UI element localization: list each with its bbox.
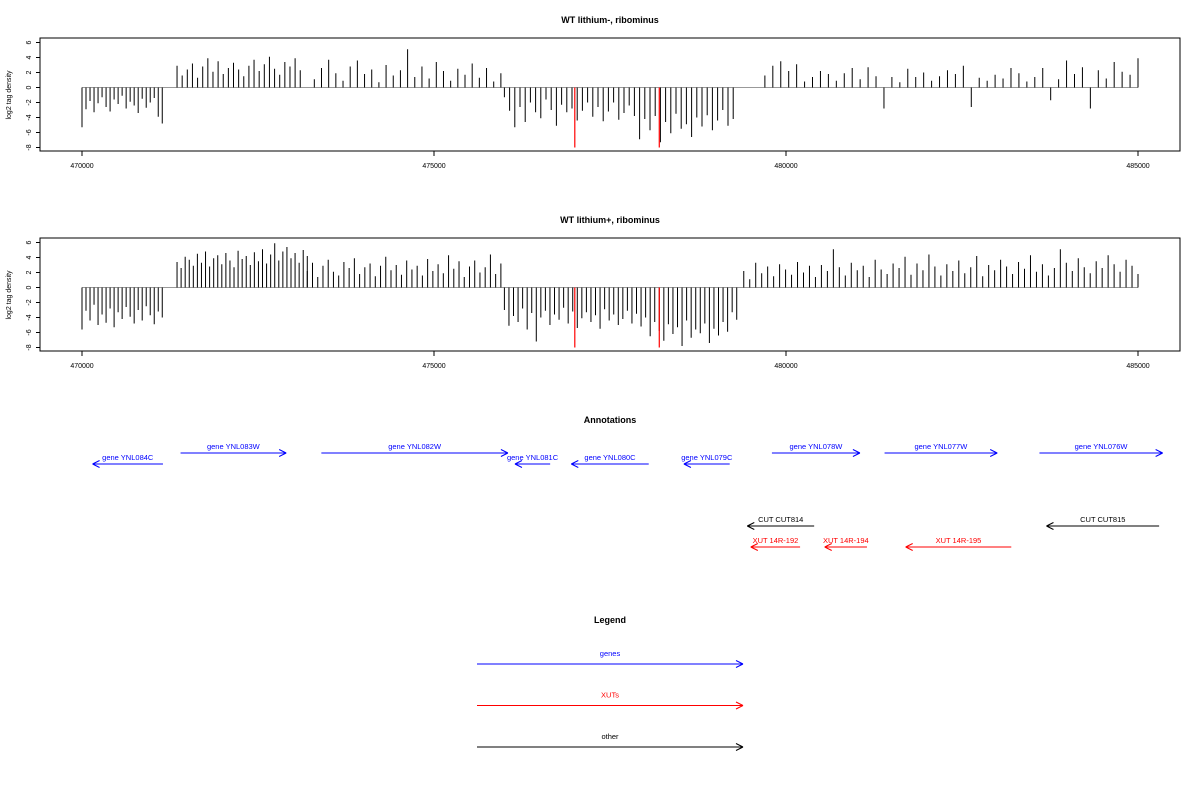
gene-label: gene YNL083W — [207, 442, 261, 451]
legend-label: XUTs — [601, 691, 619, 700]
panel-title: WT lithium+, ribominus — [560, 215, 660, 225]
plot-frame — [39, 237, 1181, 352]
gene-arrow — [92, 460, 163, 468]
gene-label: gene YNL081C — [507, 453, 559, 462]
y-axis-label: log2 tag density — [6, 70, 13, 120]
y-tick-label: 4 — [26, 55, 33, 59]
track-panel-lithium-plus: WT lithium+, ribominus 6 4 2 0 -2 -4 -6 -8 4700… — [6, 215, 1181, 370]
signal-bars — [81, 243, 1139, 348]
x-tick-label: 470000 — [70, 163, 93, 170]
y-tick-label: -4 — [26, 314, 33, 320]
gene-arrow — [321, 449, 509, 457]
x-tick-label: 485000 — [1126, 163, 1149, 170]
gene-arrow — [771, 449, 861, 457]
y-tick-label: 2 — [26, 270, 33, 274]
legend-arrow — [477, 743, 744, 751]
gene-label: gene YNL079C — [681, 453, 733, 462]
track-panel-lithium-minus: WT lithium-, ribominus 6 4 2 0 -2 -4 -6 -8 4700… — [6, 15, 1181, 170]
plot-frame — [39, 37, 1181, 152]
gene-label: gene YNL077W — [914, 442, 968, 451]
gene-arrow — [1039, 449, 1163, 457]
y-tick-label: 0 — [26, 285, 33, 289]
legend-arrow — [477, 701, 744, 710]
legend-label: other — [601, 732, 619, 741]
other-label: CUT CUT814 — [758, 515, 803, 524]
panel-title: WT lithium-, ribominus — [561, 15, 659, 25]
y-tick-label: -2 — [26, 99, 33, 105]
y-tick-label: 6 — [26, 240, 33, 244]
legend-panel: Legend genes XUTs other — [477, 615, 744, 751]
gene-arrow — [514, 460, 551, 468]
xut-label: XUT 14R-194 — [823, 536, 869, 545]
xut-label: XUT 14R-195 — [936, 536, 982, 545]
legend-items: genes XUTs other — [477, 649, 744, 751]
gene-arrow — [884, 449, 998, 457]
y-tick-label: 6 — [26, 40, 33, 44]
legend-arrow — [477, 660, 744, 668]
y-tick-label: -2 — [26, 299, 33, 305]
y-tick-label: 0 — [26, 85, 33, 89]
other-label: CUT CUT815 — [1080, 515, 1125, 524]
x-tick-label: 475000 — [422, 163, 445, 170]
y-axis-label: log2 tag density — [6, 270, 13, 320]
x-tick-label: 470000 — [70, 363, 93, 370]
x-axis: 470000 475000 480000 485000 — [70, 350, 1150, 370]
y-tick-label: -8 — [26, 144, 33, 150]
gene-arrow — [571, 460, 649, 468]
xut-arrow — [905, 543, 1012, 551]
xut-label: XUT 14R-192 — [753, 536, 799, 545]
gene-label: gene YNL080C — [584, 453, 636, 462]
legend-title: Legend — [594, 615, 626, 625]
gene-arrow — [683, 460, 730, 468]
other-arrow — [747, 522, 815, 530]
y-axis: 6 4 2 0 -2 -4 -6 -8 — [26, 240, 41, 351]
gene-label: gene YNL084C — [102, 453, 154, 462]
y-tick-label: -4 — [26, 114, 33, 120]
y-tick-label: -8 — [26, 344, 33, 350]
legend-label: genes — [600, 649, 621, 658]
x-tick-label: 480000 — [774, 163, 797, 170]
other-arrow — [1046, 522, 1160, 530]
gene-label: gene YNL076W — [1075, 442, 1129, 451]
y-tick-label: -6 — [26, 329, 33, 335]
annotation-features: gene YNL084C gene YNL083W gene YNL082W gene… — [92, 442, 1163, 551]
x-tick-label: 480000 — [774, 363, 797, 370]
y-tick-label: -6 — [26, 129, 33, 135]
x-tick-label: 475000 — [422, 363, 445, 370]
y-tick-label: 4 — [26, 255, 33, 259]
x-axis: 470000 475000 480000 485000 — [70, 150, 1150, 170]
annotations-title: Annotations — [584, 415, 637, 425]
xut-arrow — [750, 543, 801, 551]
gene-label: gene YNL082W — [388, 442, 442, 451]
y-axis: 6 4 2 0 -2 -4 -6 -8 — [26, 40, 41, 151]
xut-arrow — [824, 543, 867, 551]
x-tick-label: 485000 — [1126, 363, 1149, 370]
signal-bars — [81, 49, 1139, 148]
gene-label: gene YNL078W — [790, 442, 844, 451]
gene-arrow — [180, 449, 287, 457]
y-tick-label: 2 — [26, 70, 33, 74]
